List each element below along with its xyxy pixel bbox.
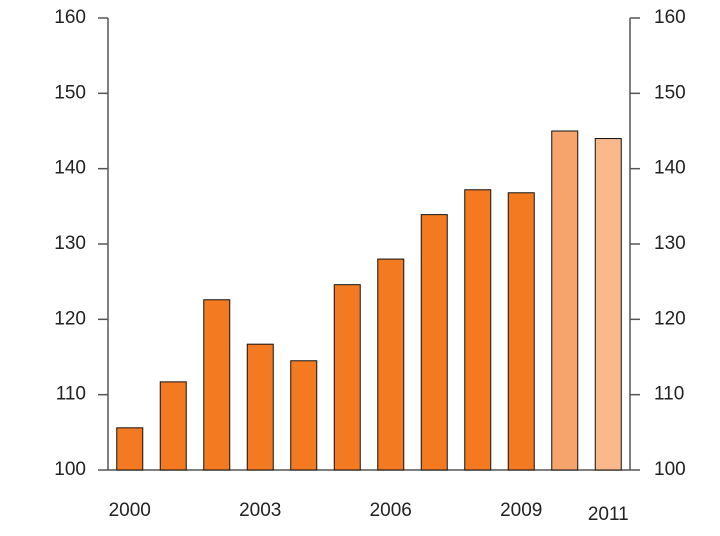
bar (464, 189, 492, 471)
bar (377, 258, 405, 471)
y-tick-label: 120 (54, 308, 86, 329)
y-tick-label: 150 (54, 82, 86, 103)
bar (333, 284, 361, 471)
y2-tick-label: 110 (654, 384, 684, 405)
y-tick-label: 100 (54, 459, 86, 480)
y-tick-label: 140 (54, 158, 86, 179)
y-tick-label: 160 (54, 7, 86, 28)
y2-tick-label: 100 (654, 459, 686, 480)
bar (159, 381, 187, 471)
x-tick-label: 2006 (370, 500, 412, 521)
bar (203, 299, 231, 471)
bar (507, 192, 535, 471)
bar (246, 343, 274, 471)
y-tick-label: 130 (54, 233, 86, 254)
y2-tick-label: 150 (654, 82, 686, 103)
y-tick-label: 110 (56, 384, 86, 405)
y2-tick-label: 120 (654, 308, 686, 329)
bar (116, 427, 144, 471)
bar (594, 138, 622, 471)
x-tick-label: 2003 (239, 500, 281, 521)
y2-tick-label: 140 (654, 158, 686, 179)
x-tick-label: 2000 (109, 500, 151, 521)
x-tick-label: 2011 (588, 504, 629, 525)
y2-tick-label: 130 (654, 233, 686, 254)
x-tick-label: 2009 (500, 500, 542, 521)
bar (290, 360, 318, 471)
y2-tick-label: 160 (654, 7, 686, 28)
bar (551, 130, 579, 471)
bar (420, 214, 448, 471)
